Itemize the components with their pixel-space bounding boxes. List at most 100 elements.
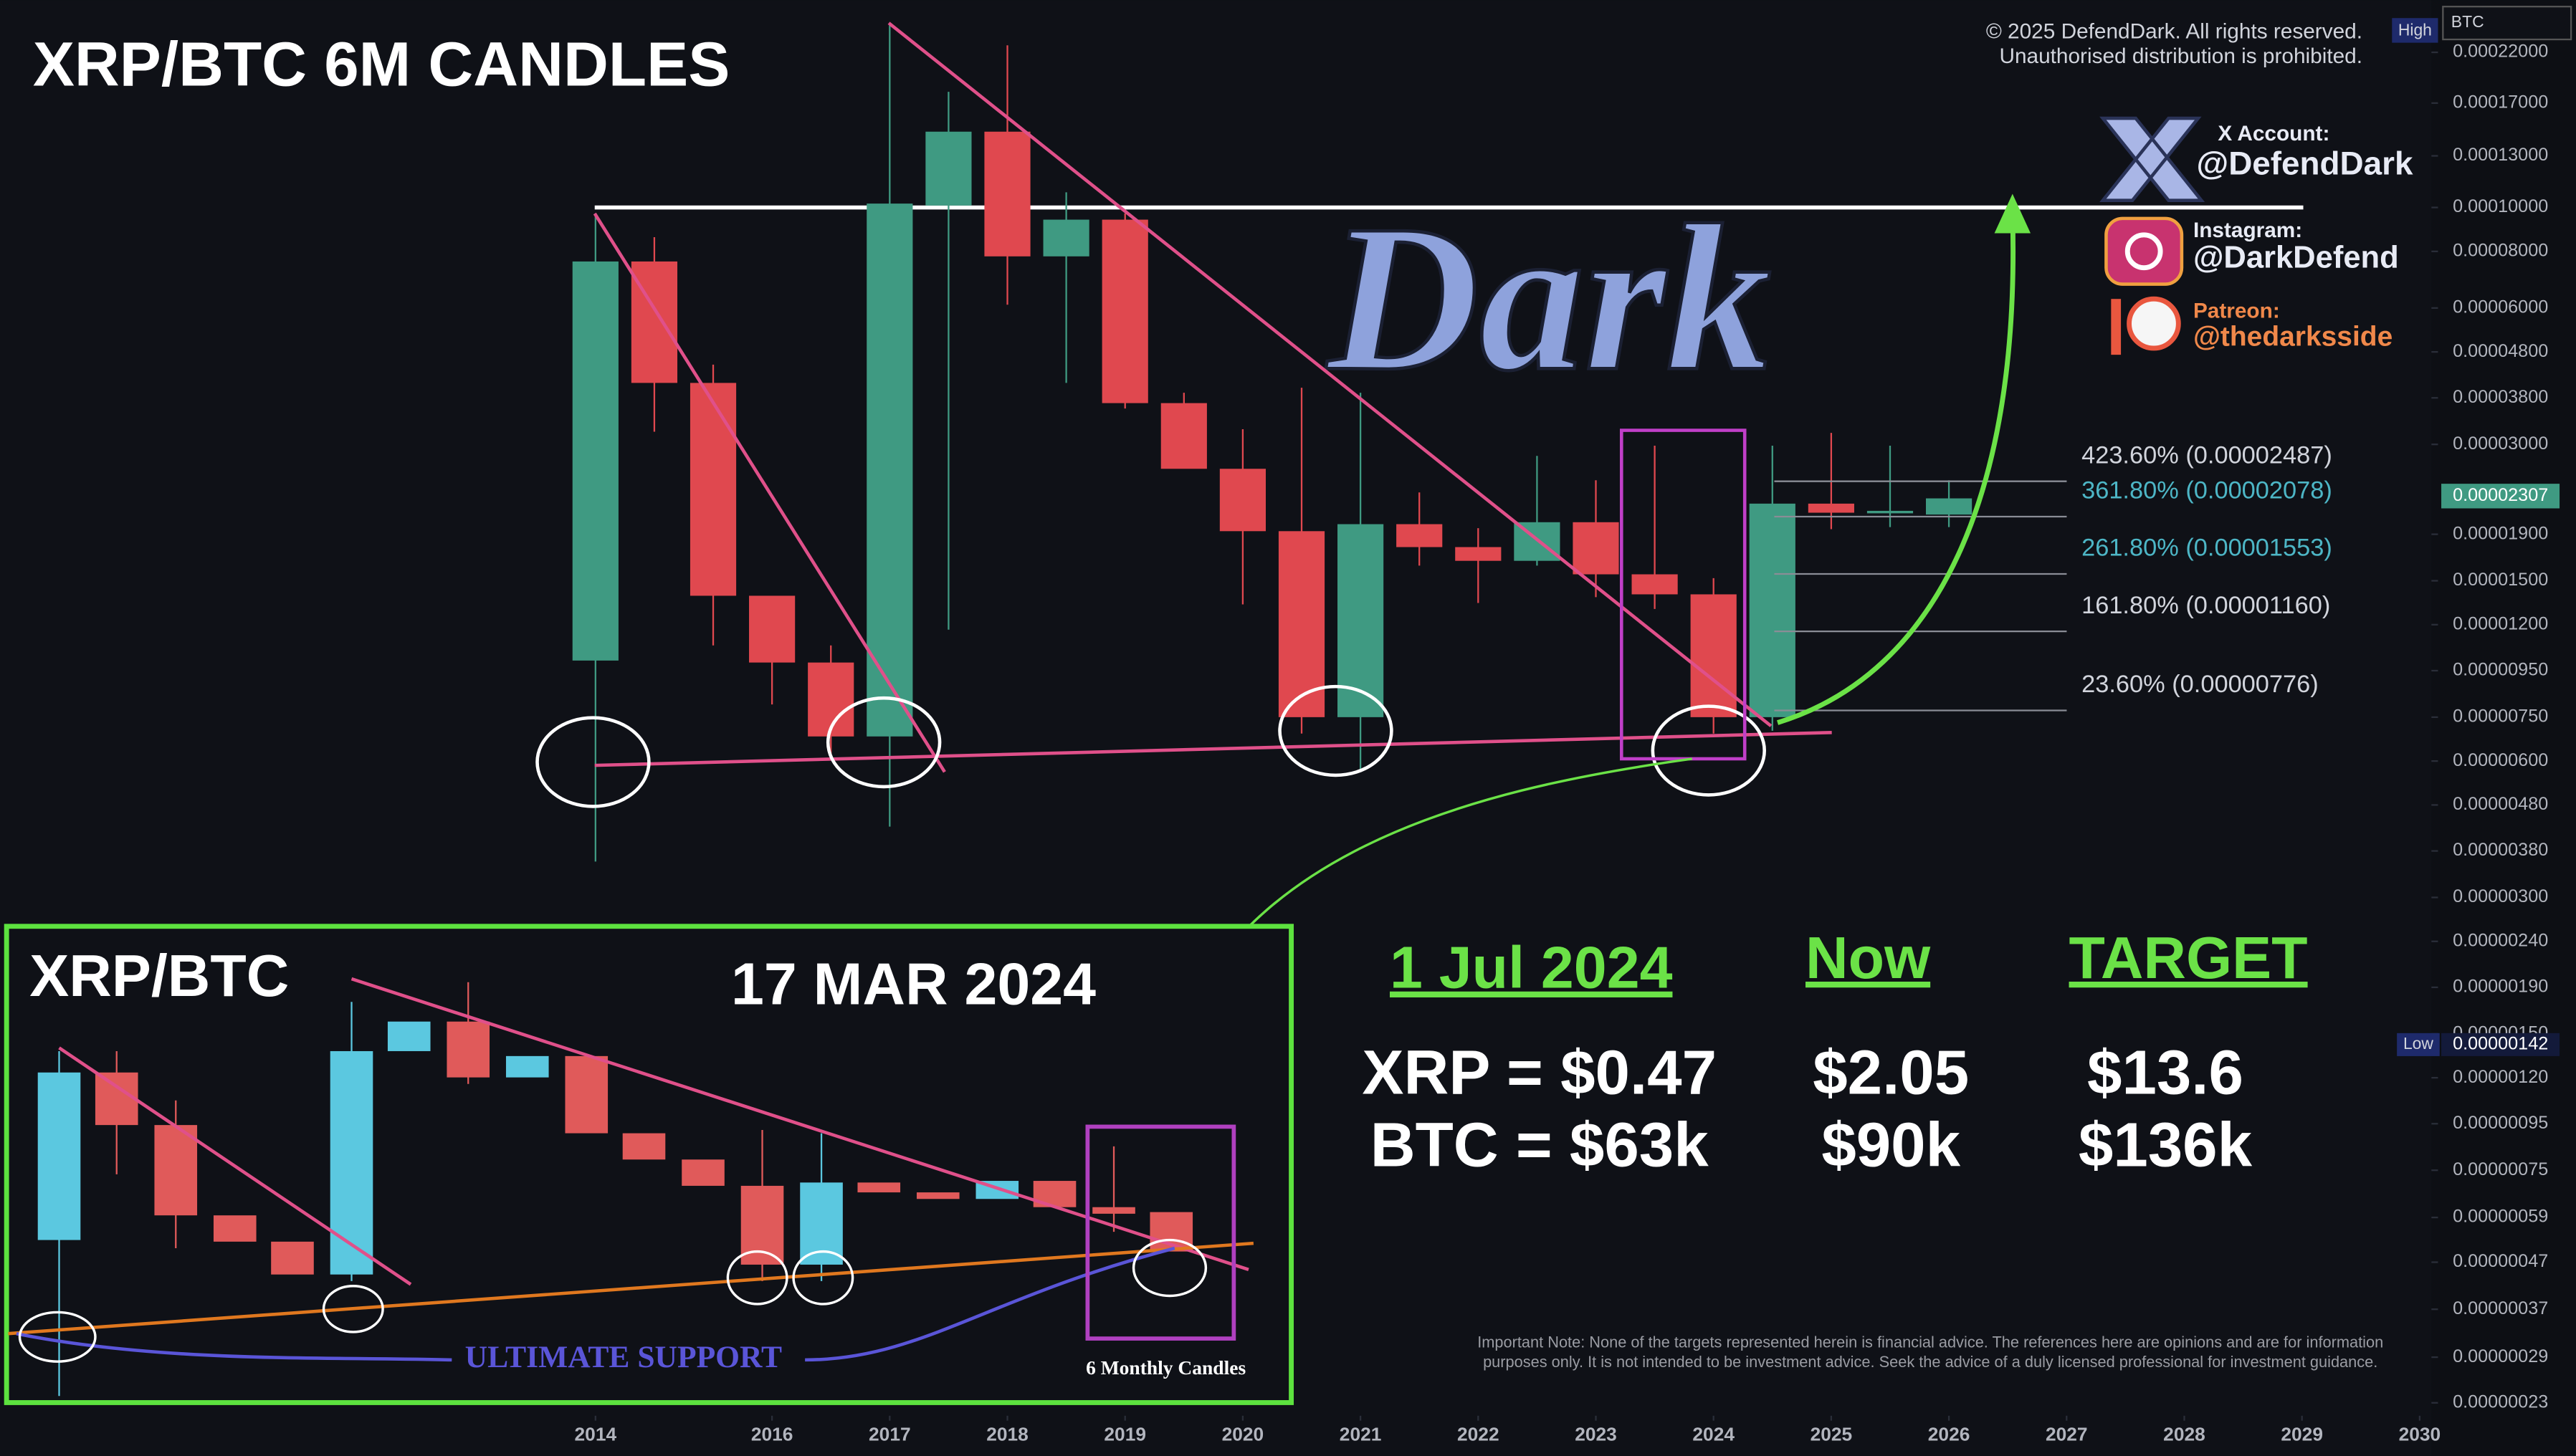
x-tick-label: 2029 [2281, 1423, 2323, 1445]
candle-body [1043, 219, 1089, 257]
y-tick-label: 0.00000380 [2453, 840, 2548, 860]
x-tick-label: 2014 [575, 1423, 617, 1445]
x-tick-label: 2024 [1692, 1423, 1735, 1445]
inset-ellipse [322, 1285, 384, 1333]
y-tick-label: 0.00000023 [2453, 1392, 2548, 1412]
inset-date: 17 MAR 2024 [731, 952, 1096, 1017]
x-tick-label: 2016 [751, 1423, 793, 1445]
fib-label: 261.80% (0.00001553) [2081, 535, 2332, 562]
candle-body [867, 203, 913, 737]
disclaimer: Important Note: None of the targets repr… [1477, 1333, 2383, 1351]
y-tick-label: 0.00000047 [2453, 1251, 2548, 1271]
social-handle: @thedarksside [2193, 321, 2393, 352]
inset-candle [565, 1055, 609, 1134]
inset-ellipse [726, 1250, 788, 1306]
low-tag: Low [2403, 1034, 2433, 1053]
cell: $2.05 [1813, 1038, 1969, 1108]
candle-body [572, 261, 619, 661]
social-label: Instagram: [2193, 219, 2302, 242]
x-tick-label: 2025 [1811, 1423, 1853, 1445]
inset: XRP/BTC 17 MAR 2024 ULTIMATE SUPPORT 6 M… [4, 924, 1294, 1405]
candle-body [808, 662, 854, 737]
y-tick-label: 0.00000300 [2453, 886, 2548, 906]
inset-candle [95, 1072, 138, 1126]
x-tick-label: 2019 [1104, 1423, 1146, 1445]
cell: XRP = $0.47 [1362, 1038, 1717, 1108]
inset-candle [857, 1182, 901, 1193]
fib-label: 161.80% (0.00001160) [2081, 592, 2330, 619]
watermark: Dark [1324, 182, 1771, 414]
instagram-logo [2104, 216, 2184, 286]
x-tick-label: 2018 [986, 1423, 1029, 1445]
high-tag: High [2398, 21, 2432, 39]
inset-candle [447, 1021, 490, 1078]
inset-trendline [350, 977, 1249, 1271]
copyright: © 2025 DefendDark. All rights reserved. [1986, 20, 2362, 44]
y-tick-label: 0.00000600 [2453, 750, 2548, 770]
candle-body [1160, 403, 1207, 469]
inset-candle [154, 1125, 198, 1216]
cell: BTC = $63k [1370, 1110, 1709, 1179]
price-axis-panel [2431, 0, 2576, 1456]
x-tick-label: 2027 [2046, 1423, 2088, 1445]
trendline [593, 212, 946, 773]
candle-body [1749, 503, 1795, 717]
inset-candle [213, 1215, 257, 1242]
highlight-box [1620, 428, 1747, 761]
y-tick-label: 0.00000075 [2453, 1159, 2548, 1179]
y-tick-label: 0.00000240 [2453, 930, 2548, 950]
socials: X Account: @DefendDark Instagram: @DarkD… [2099, 116, 2413, 355]
y-tick-label: 0.00000750 [2453, 707, 2548, 727]
x-logo [2099, 116, 2205, 202]
y-tick-label: 0.00010000 [2453, 196, 2548, 216]
y-tick-label: 0.00003800 [2453, 387, 2548, 407]
inset-candle [505, 1055, 549, 1078]
patreon-logo [2127, 296, 2181, 351]
y-tick-label: 0.00006000 [2453, 297, 2548, 317]
y-tick-label: 0.00000120 [2453, 1067, 2548, 1087]
social-handle: @DarkDefend [2193, 241, 2399, 275]
candle-body [1866, 510, 1914, 514]
patreon-logo [2111, 299, 2122, 355]
highlight-ellipse [826, 696, 942, 789]
candle-body [1808, 503, 1854, 513]
symbol-select[interactable] [2442, 6, 2572, 41]
y-tick-label: 0.00003000 [2453, 434, 2548, 454]
x-tick-label: 2022 [1457, 1423, 1499, 1445]
candle-body [690, 383, 737, 596]
inset-candle [271, 1241, 314, 1275]
x-tick-label: 2021 [1340, 1423, 1382, 1445]
column-header: 1 Jul 2024 [1390, 935, 1673, 1001]
y-tick-label: 0.00001500 [2453, 570, 2548, 590]
arrow-head [1994, 193, 2031, 234]
inset-candle [387, 1021, 431, 1051]
y-tick-label: 0.00022000 [2453, 42, 2548, 62]
instagram-logo [2124, 232, 2163, 271]
target-arrow [1777, 213, 2016, 725]
y-tick-label: 0.00000190 [2453, 977, 2548, 997]
inset-candle [682, 1159, 725, 1186]
copyright: Unauthorised distribution is prohibited. [1999, 44, 2362, 68]
current-price-label: 0.00002307 [2453, 485, 2548, 505]
fib-label: 423.60% (0.00002487) [2081, 441, 2332, 469]
candle-body [1926, 498, 1972, 515]
candle-body [925, 131, 972, 206]
x-tick-label: 2020 [1222, 1423, 1264, 1445]
inset-candle [622, 1133, 666, 1160]
highlight-ellipse [535, 716, 651, 808]
y-tick-label: 0.00004800 [2453, 341, 2548, 361]
candle-body [1278, 531, 1325, 717]
inset-candle [916, 1192, 960, 1199]
x-tick-label: 2026 [1928, 1423, 1970, 1445]
social-label: X Account: [2218, 122, 2329, 145]
candle-body [1631, 574, 1678, 595]
symbol-select-text[interactable]: BTC [2451, 12, 2484, 31]
y-tick-label: 0.00000095 [2453, 1113, 2548, 1133]
y-tick-label: 0.00001900 [2453, 523, 2548, 543]
current-price-box [2441, 484, 2560, 509]
candle-body [1219, 469, 1266, 532]
inset-ellipse [1132, 1238, 1208, 1298]
y-tick-label: 0.00000950 [2453, 660, 2548, 680]
x-tick-label: 2028 [2163, 1423, 2205, 1445]
highlight-ellipse [1278, 684, 1393, 777]
